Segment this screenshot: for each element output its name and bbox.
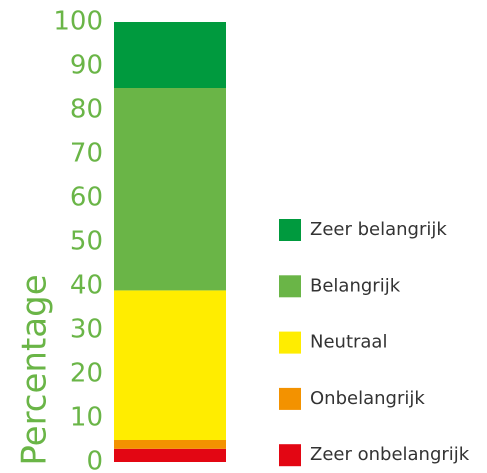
bar-segment (114, 448, 226, 462)
legend-label: Zeer onbelangrijk (310, 444, 470, 465)
y-tick-label: 10 (70, 403, 103, 433)
y-tick-label: 100 (53, 7, 103, 37)
legend-swatch (279, 331, 301, 354)
y-tick-label: 40 (70, 271, 103, 301)
y-tick-label: 20 (70, 359, 103, 389)
bar-segment (114, 88, 226, 291)
y-tick-label: 90 (70, 51, 103, 81)
y-tick-label: 50 (70, 227, 103, 257)
legend-swatch (279, 219, 301, 241)
legend-label: Onbelangrijk (310, 388, 425, 409)
legend-label: Zeer belangrijk (310, 219, 447, 240)
y-tick-label: 60 (70, 183, 103, 213)
bar-segment (114, 290, 226, 440)
bar-segment (114, 22, 226, 88)
legend-swatch (279, 387, 301, 410)
legend-label: Neutraal (310, 332, 387, 353)
y-tick-label: 0 (86, 447, 103, 473)
legend-swatch (279, 444, 301, 467)
legend-swatch (279, 275, 301, 298)
y-tick-label: 80 (70, 95, 103, 125)
y-tick-label: 70 (70, 139, 103, 169)
bar-segment (114, 440, 226, 449)
y-axis-label: Percentage (15, 274, 55, 465)
y-tick-label: 30 (70, 315, 103, 345)
legend-label: Belangrijk (310, 275, 401, 296)
